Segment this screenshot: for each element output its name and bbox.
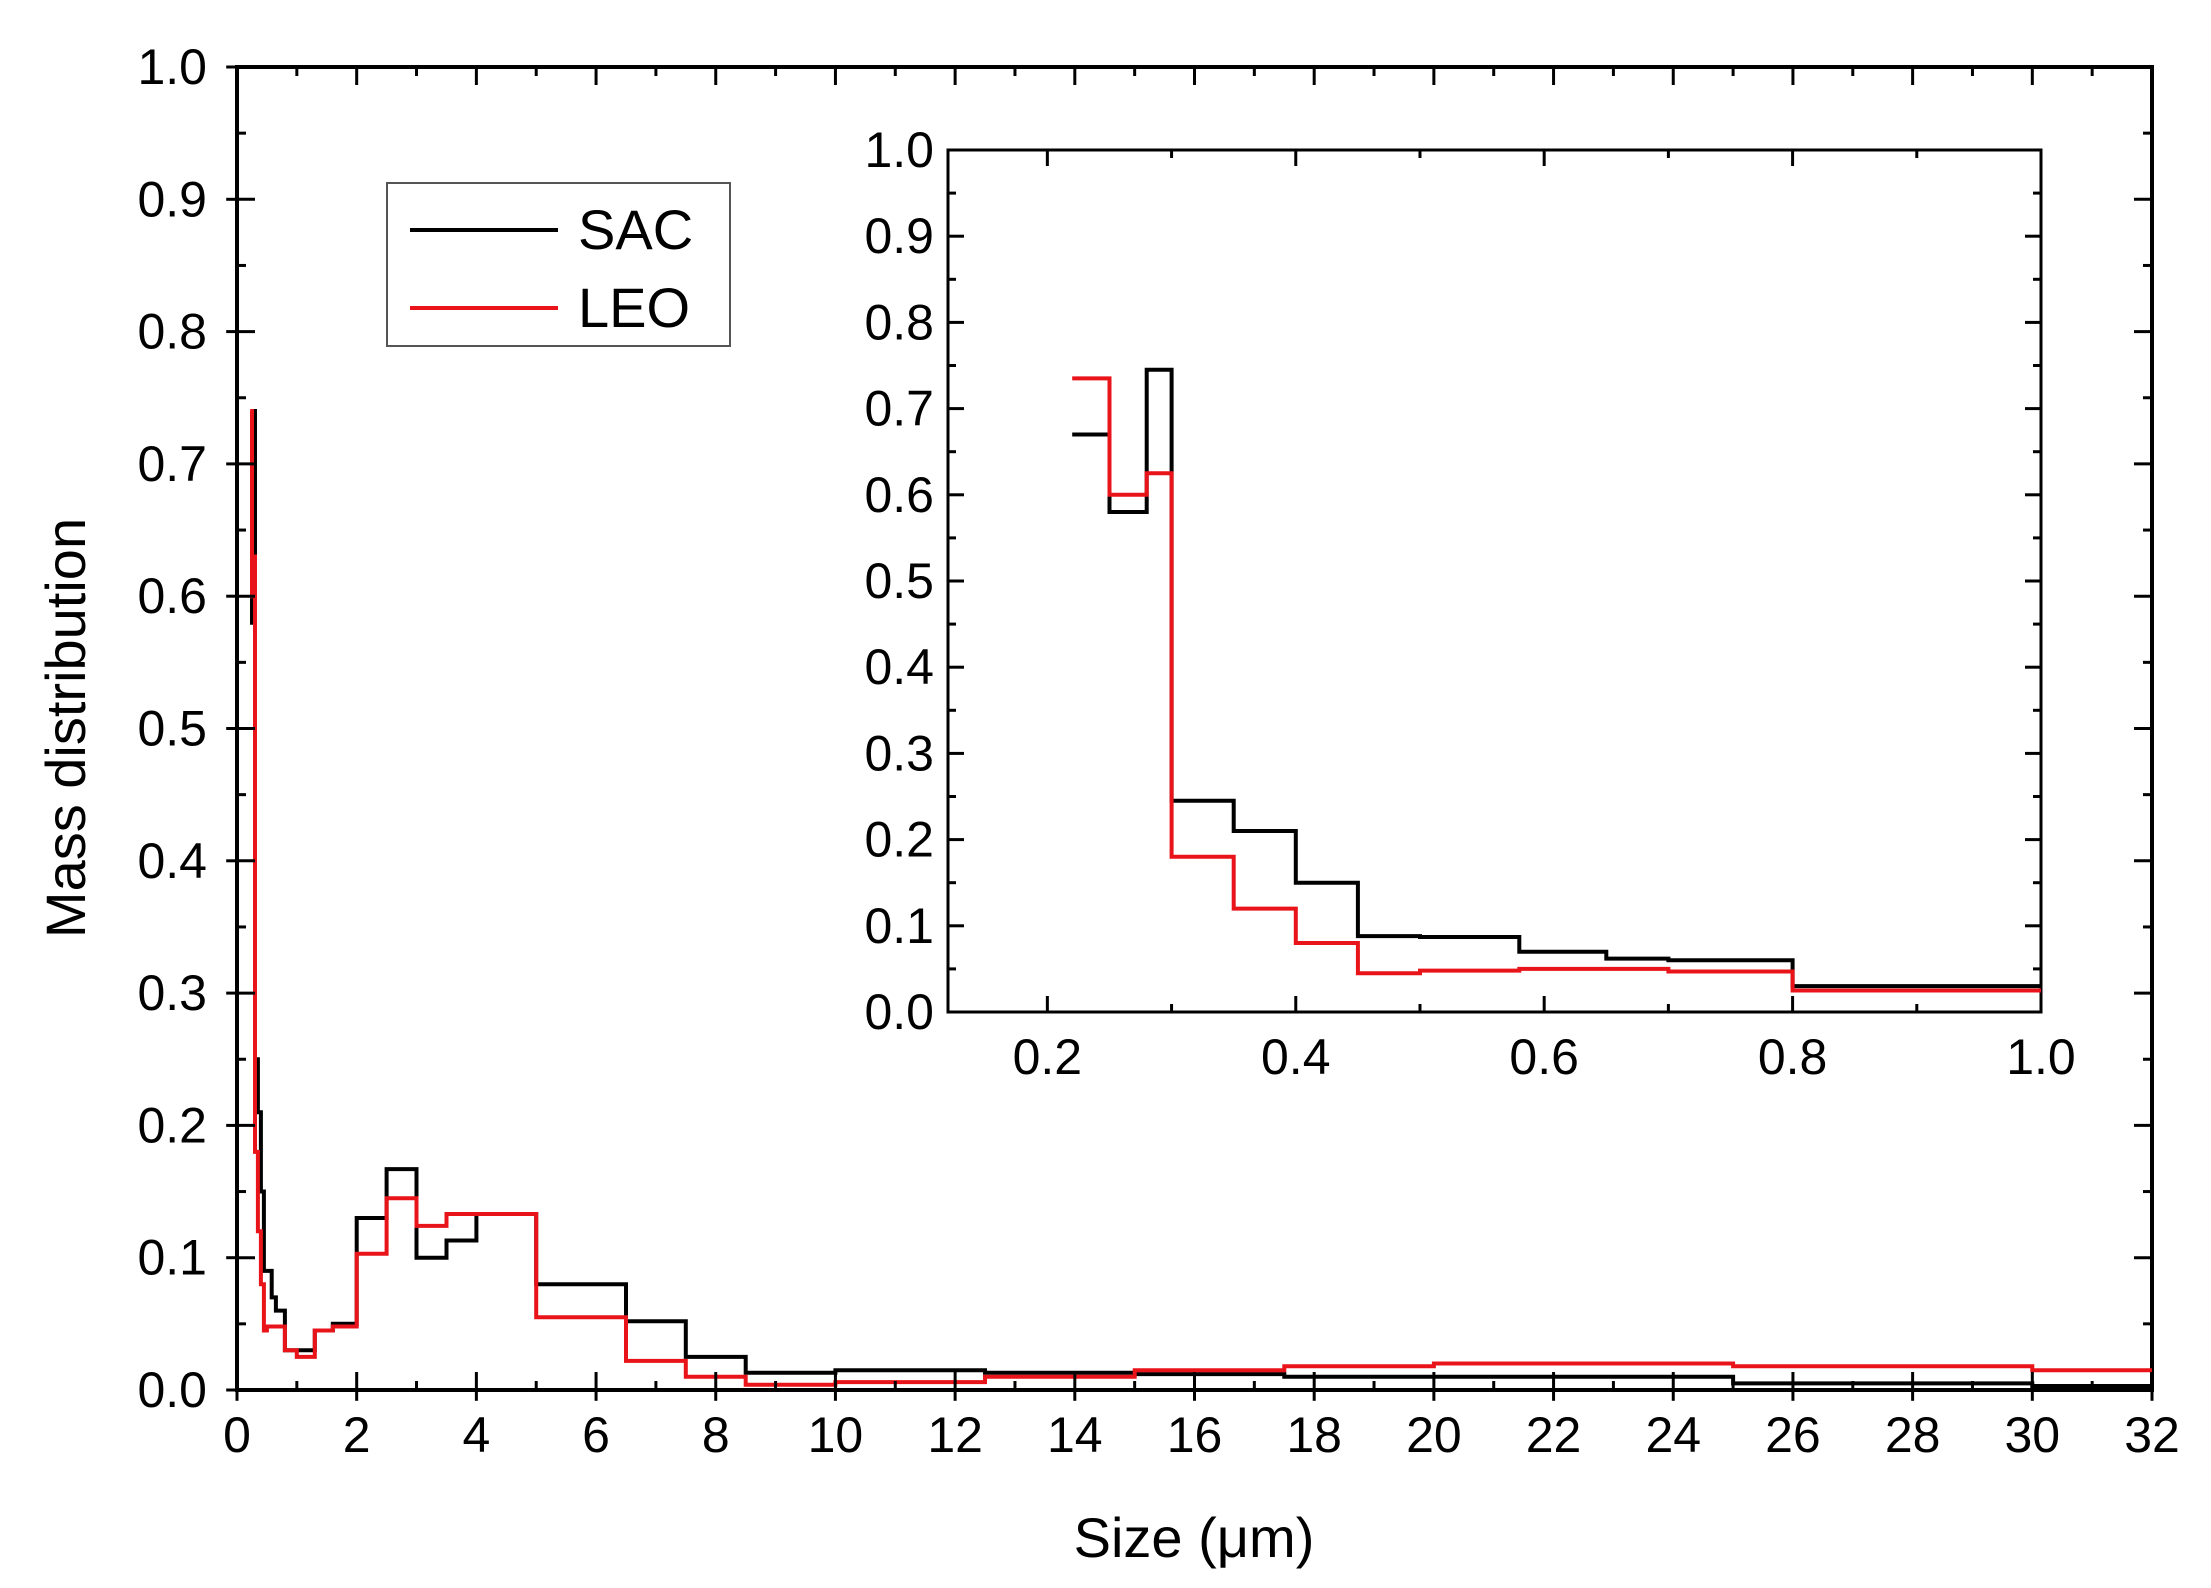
x-axis-title: Size (μm): [1074, 1506, 1315, 1569]
main-x-tick-label: 16: [1167, 1407, 1223, 1463]
main-y-tick-label: 1.0: [137, 39, 207, 95]
y-axis-title: Mass distribution: [34, 518, 97, 938]
inset-y-tick-label: 0.8: [864, 294, 934, 350]
main-y-tick-label: 0.7: [137, 436, 207, 492]
main-y-tick-labels: 0.0 0.1 0.2 0.3 0.4 0.5 0.6 0.7 0.8 0.9 1.0: [137, 39, 207, 1418]
legend-label-sac: SAC: [578, 198, 693, 261]
inset-series-leo: [1072, 376, 2041, 993]
main-x-tick-label: 12: [927, 1407, 983, 1463]
main-x-tick-label: 8: [702, 1407, 730, 1463]
inset-x-tick-label: 0.2: [1013, 1029, 1083, 1085]
inset-y-tick-label: 0.5: [864, 553, 934, 609]
inset-ticks-group: [948, 148, 2043, 1014]
main-y-tick-label: 0.0: [137, 1362, 207, 1418]
inset-y-tick-label: 0.4: [864, 639, 934, 695]
main-y-tick-label: 0.1: [137, 1230, 207, 1286]
inset-x-tick-label: 0.6: [1509, 1029, 1579, 1085]
main-x-tick-label: 4: [462, 1407, 490, 1463]
inset-x-tick-label: 0.8: [1758, 1029, 1828, 1085]
main-x-tick-label: 14: [1047, 1407, 1103, 1463]
legend-label-leo: LEO: [578, 276, 690, 339]
main-x-tick-label: 18: [1286, 1407, 1342, 1463]
main-y-tick-label: 0.2: [137, 1097, 207, 1153]
main-x-tick-label: 28: [1885, 1407, 1941, 1463]
inset-plot-frame: [946, 148, 2043, 1014]
main-y-tick-label: 0.8: [137, 304, 207, 360]
inset-plot: 0.2 0.4 0.6 0.8 1.0 0.0 0.1 0.2 0.3 0.4 0.5 0.6 0.7…: [864, 122, 2075, 1085]
inset-y-tick-label: 0.7: [864, 381, 934, 437]
main-x-tick-label: 26: [1765, 1407, 1821, 1463]
main-y-tick-label: 0.9: [137, 171, 207, 227]
main-y-tick-label: 0.6: [137, 568, 207, 624]
main-x-tick-label: 22: [1526, 1407, 1582, 1463]
inset-y-tick-label: 0.9: [864, 208, 934, 264]
main-x-tick-label: 32: [2124, 1407, 2180, 1463]
main-x-tick-label: 6: [582, 1407, 610, 1463]
legend-box: [386, 182, 731, 347]
main-plot: 0 2 4 6 8 10 12 14 16 18 20 22 24 26 28 30 32 0.00.10.20…: [34, 39, 2180, 1569]
inset-y-tick-label: 0.6: [864, 467, 934, 523]
inset-x-tick-labels: 0.2 0.4 0.6 0.8 1.0: [1013, 1029, 2076, 1085]
inset-series-group: [1072, 367, 2041, 993]
main-x-tick-label: 10: [808, 1407, 864, 1463]
main-x-tick-label: 24: [1645, 1407, 1701, 1463]
main-x-tick-label: 2: [343, 1407, 371, 1463]
main-x-tick-label: 0: [223, 1407, 251, 1463]
inset-y-tick-label: 0.0: [864, 984, 934, 1040]
main-series-sac: [250, 409, 2152, 1388]
main-ticks-group: [226, 65, 2154, 1401]
main-y-tick-label: 0.5: [137, 701, 207, 757]
main-series-group: [250, 409, 2152, 1388]
main-x-tick-labels: 0 2 4 6 8 10 12 14 16 18 20 22 24 26 28 30 32: [223, 1407, 2180, 1463]
main-series-leo: [250, 409, 2152, 1387]
inset-x-tick-label: 1.0: [2006, 1029, 2076, 1085]
inset-y-tick-label: 0.3: [864, 725, 934, 781]
legend: SAC LEO: [386, 182, 731, 347]
inset-y-tick-label: 0.1: [864, 898, 934, 954]
main-y-tick-label: 0.3: [137, 965, 207, 1021]
inset-x-tick-label: 0.4: [1261, 1029, 1331, 1085]
main-x-tick-label: 20: [1406, 1407, 1462, 1463]
inset-series-sac: [1072, 367, 2041, 989]
inset-y-tick-label: 0.2: [864, 812, 934, 868]
main-x-tick-label: 30: [2005, 1407, 2061, 1463]
main-y-tick-label: 0.4: [137, 833, 207, 889]
inset-y-tick-label: 1.0: [864, 122, 934, 178]
inset-y-tick-labels: 0.0 0.1 0.2 0.3 0.4 0.5 0.6 0.7 0.8 0.9 1.0: [864, 122, 934, 1040]
